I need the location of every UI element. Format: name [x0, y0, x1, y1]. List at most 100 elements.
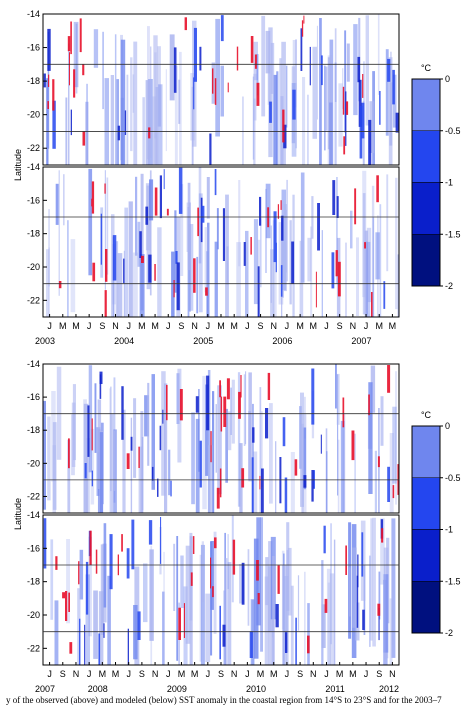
x-month-label: J	[87, 669, 92, 679]
x-year-label: 2010	[246, 684, 266, 694]
colorbar-tick-label: -0.5	[445, 473, 461, 483]
colorbar-tick-label: -1	[445, 525, 453, 535]
x-month-label: M	[217, 321, 225, 331]
x-month-label: N	[191, 321, 198, 331]
x-year-label: 2009	[167, 684, 187, 694]
x-year-label: 2006	[272, 336, 292, 346]
y-tick-label: -22	[27, 491, 40, 501]
x-year-label: 2008	[88, 684, 108, 694]
colorbar-swatch	[411, 234, 441, 287]
colorbar-2: °C 0 -0.5 -1 -1.5 -2	[411, 410, 461, 638]
x-month-label: M	[59, 321, 67, 331]
x-month-label: M	[99, 669, 107, 679]
colorbar-swatch	[411, 130, 441, 183]
x-year-label: 2012	[379, 684, 399, 694]
x-month-label: J	[206, 321, 211, 331]
y-tick-label: -16	[27, 43, 40, 53]
y-tick-label: -16	[27, 543, 40, 553]
x-month-label: J	[126, 669, 131, 679]
x-month-label: M	[112, 669, 120, 679]
heatmap-field-2	[46, 167, 399, 317]
y-tick-label: -20	[27, 458, 40, 468]
x-month-label: M	[178, 669, 186, 679]
colorbar-swatch	[411, 529, 441, 582]
panel-frame	[42, 363, 400, 514]
y-tick-label: -14	[27, 359, 40, 369]
x-month-label: J	[324, 321, 329, 331]
x-month-label: M	[389, 321, 397, 331]
x-month-label: J	[364, 321, 369, 331]
y-tick-label: -22	[27, 643, 40, 653]
colorbar-swatch	[411, 78, 441, 131]
colorbar-swatch	[411, 581, 441, 634]
x-month-label: J	[87, 321, 92, 331]
panel-axes-2: -14 -16 -18 -20 -22	[27, 162, 400, 318]
x-month-label: J	[285, 321, 290, 331]
x-month-label: J	[206, 669, 211, 679]
x-month-label: S	[99, 321, 105, 331]
x-month-label: J	[245, 669, 250, 679]
colorbar-unit: °C	[421, 410, 432, 420]
x-month-label: N	[310, 669, 317, 679]
panel-axes-4: -14 -16 -18 -20 -22	[27, 510, 400, 666]
heatmap-field-3	[43, 364, 399, 513]
colorbar-unit: °C	[421, 63, 432, 73]
y-tick-label: -22	[27, 295, 40, 305]
x-year-label: 2003	[35, 336, 55, 346]
x-month-label: N	[152, 669, 159, 679]
x-month-label: S	[376, 669, 382, 679]
y-tick-label: -18	[27, 425, 40, 435]
x-month-label: S	[139, 669, 145, 679]
x-year-label: 2004	[114, 336, 134, 346]
y-tick-label: -16	[27, 195, 40, 205]
colorbar-tick-label: -1.5	[445, 229, 461, 239]
panel-frame	[42, 13, 400, 166]
x-month-label: J	[245, 321, 250, 331]
x-month-label: S	[337, 321, 343, 331]
colorbar-tick-label: -2	[445, 281, 453, 291]
x-month-label: J	[47, 321, 52, 331]
x-month-label: M	[270, 669, 278, 679]
x-month-label: N	[112, 321, 119, 331]
x-month-label: N	[231, 669, 238, 679]
x-month-label: M	[336, 669, 344, 679]
x-year-label: 2007	[351, 336, 371, 346]
x-month-label: M	[375, 321, 383, 331]
x-month-label: M	[349, 669, 357, 679]
x-month-label: N	[350, 321, 357, 331]
x-month-label: J	[166, 669, 171, 679]
x-month-label: J	[47, 669, 52, 679]
colorbar-swatch	[411, 425, 441, 478]
colorbar-swatch	[411, 182, 441, 235]
colorbar-tick-label: -2	[445, 628, 453, 638]
colorbar-swatch	[411, 477, 441, 530]
figure-caption: y of the observed (above) and modeled (b…	[6, 695, 442, 705]
x-month-label: M	[191, 669, 199, 679]
y-axis-label: Latitude	[13, 498, 23, 530]
y-tick-label: -20	[27, 262, 40, 272]
y-tick-label: -14	[27, 162, 40, 172]
x-month-label: S	[297, 669, 303, 679]
y-tick-label: -18	[27, 229, 40, 239]
x-month-label: J	[364, 669, 369, 679]
x-month-label: N	[389, 669, 396, 679]
x-year-label: 2005	[193, 336, 213, 346]
x-month-label: M	[310, 321, 318, 331]
y-tick-label: -14	[27, 510, 40, 520]
x-month-label: M	[138, 321, 146, 331]
x-month-label: M	[72, 321, 80, 331]
x-month-label: N	[270, 321, 277, 331]
colorbar-tick-label: -1	[445, 178, 453, 188]
heatmap-field-4	[43, 515, 396, 665]
colorbar-1: °C 0 -0.5 -1 -1.5 -2	[411, 63, 461, 291]
colorbar-tick-label: 0	[445, 421, 450, 431]
y-axis-label: Latitude	[13, 149, 23, 181]
x-month-label: M	[257, 669, 265, 679]
colorbar-tick-label: -1.5	[445, 576, 461, 586]
panel-frame	[42, 514, 400, 666]
x-month-label: S	[178, 321, 184, 331]
x-month-label: M	[296, 321, 304, 331]
panel-frame	[42, 166, 400, 318]
y-tick-label: -18	[27, 76, 40, 86]
x-month-label: S	[60, 669, 66, 679]
